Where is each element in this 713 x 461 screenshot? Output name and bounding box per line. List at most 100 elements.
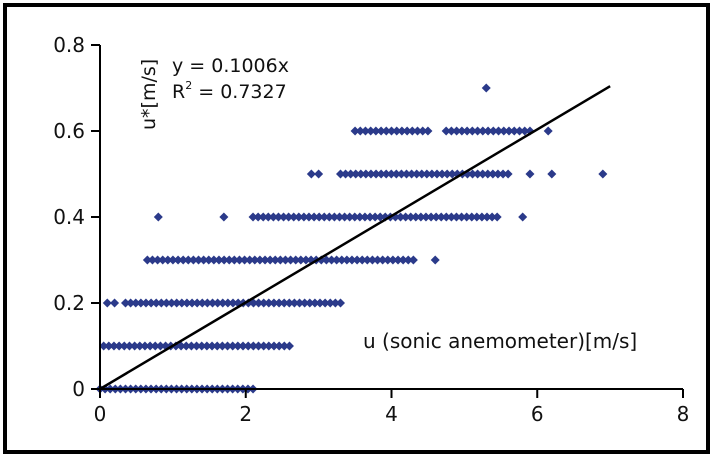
data-point <box>176 341 186 351</box>
data-point <box>194 255 204 265</box>
data-point <box>224 255 234 265</box>
data-point <box>218 298 228 308</box>
data-point <box>423 126 433 136</box>
x-tick-label: 8 <box>677 402 690 426</box>
data-point <box>109 341 119 351</box>
data-point <box>321 255 331 265</box>
r-squared-value: = 0.7327 <box>192 81 286 103</box>
y-tick-label: 0.4 <box>53 205 85 229</box>
data-point <box>462 126 472 136</box>
data-point <box>173 255 183 265</box>
data-point <box>393 255 403 265</box>
data-point <box>121 298 131 308</box>
data-point <box>478 169 488 179</box>
data-point <box>269 341 279 351</box>
x-tick-label: 6 <box>531 402 544 426</box>
data-point <box>360 126 370 136</box>
data-point <box>482 212 492 222</box>
data-point <box>437 169 447 179</box>
data-point <box>280 255 290 265</box>
data-point <box>151 298 161 308</box>
data-point <box>422 169 432 179</box>
data-point <box>365 212 375 222</box>
data-point <box>219 212 229 222</box>
data-point <box>320 298 330 308</box>
data-point <box>187 298 197 308</box>
data-point <box>274 298 284 308</box>
data-point <box>263 212 273 222</box>
data-point <box>102 298 112 308</box>
data-point <box>402 169 412 179</box>
data-point <box>392 126 402 136</box>
data-point <box>141 298 151 308</box>
data-point <box>254 341 264 351</box>
data-point <box>197 298 207 308</box>
data-point <box>188 255 198 265</box>
data-point <box>238 341 248 351</box>
data-point <box>436 212 446 222</box>
data-point <box>396 212 406 222</box>
data-point <box>335 298 345 308</box>
data-point <box>155 341 165 351</box>
data-point <box>457 126 467 136</box>
data-point <box>219 255 229 265</box>
data-point <box>478 126 488 136</box>
data-point <box>199 255 209 265</box>
data-point <box>233 341 243 351</box>
data-point <box>110 298 120 308</box>
data-point <box>286 255 296 265</box>
data-point <box>296 255 306 265</box>
data-point <box>213 298 223 308</box>
data-point <box>284 212 294 222</box>
data-point <box>268 212 278 222</box>
data-point <box>182 298 192 308</box>
data-point <box>370 212 380 222</box>
data-point <box>192 341 202 351</box>
data-point <box>418 126 428 136</box>
data-point <box>240 255 250 265</box>
data-point <box>345 212 355 222</box>
data-point <box>520 126 530 136</box>
data-point <box>299 212 309 222</box>
data-point <box>446 126 456 136</box>
data-point <box>332 255 342 265</box>
data-point <box>366 126 376 136</box>
data-point <box>228 341 238 351</box>
data-point <box>417 169 427 179</box>
data-point <box>217 341 227 351</box>
data-point <box>248 212 258 222</box>
data-point <box>289 212 299 222</box>
data-point <box>245 255 255 265</box>
data-point <box>430 255 440 265</box>
data-point <box>279 341 289 351</box>
data-point <box>488 169 498 179</box>
data-point <box>347 255 357 265</box>
data-point <box>167 298 177 308</box>
data-point <box>142 255 152 265</box>
data-point <box>371 169 381 179</box>
data-point <box>398 255 408 265</box>
data-point <box>163 255 173 265</box>
data-point <box>431 212 441 222</box>
data-point <box>208 298 218 308</box>
data-point <box>229 255 239 265</box>
data-point <box>413 126 423 136</box>
data-point <box>305 298 315 308</box>
data-point <box>355 212 365 222</box>
chart-border <box>3 3 710 454</box>
data-point <box>477 212 487 222</box>
data-point <box>295 298 305 308</box>
data-point <box>351 169 361 179</box>
data-point <box>146 298 156 308</box>
data-point <box>498 169 508 179</box>
data-point <box>468 169 478 179</box>
data-point <box>426 212 436 222</box>
data-point <box>126 298 136 308</box>
data-point <box>223 341 233 351</box>
data-point <box>301 255 311 265</box>
data-point <box>254 298 264 308</box>
data-point <box>488 126 498 136</box>
data-point <box>407 126 417 136</box>
